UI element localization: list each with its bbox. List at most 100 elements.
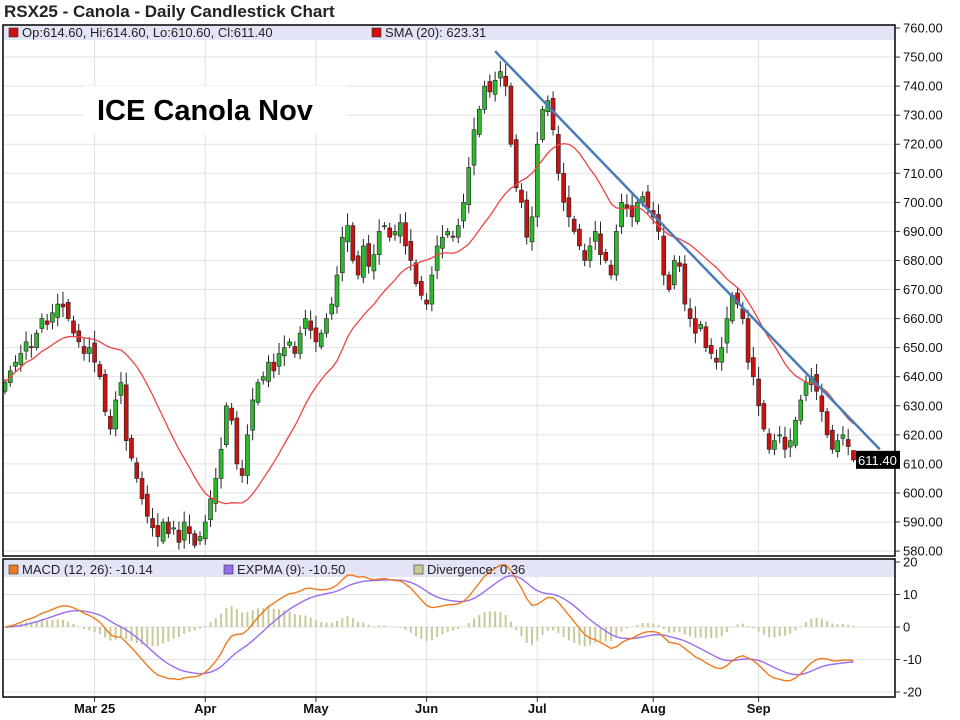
divergence-bar	[372, 626, 375, 627]
divergence-bar	[330, 622, 333, 627]
candle-down	[524, 199, 530, 238]
candle-down	[566, 197, 572, 218]
divergence-bar	[278, 609, 281, 627]
divergence-bar	[499, 612, 502, 627]
divergence-bar	[309, 617, 312, 627]
divergence-bar	[615, 627, 618, 637]
candle-up	[371, 254, 377, 272]
divergence-bar	[146, 627, 149, 646]
divergence-bar	[351, 618, 354, 627]
divergence-bar	[451, 627, 454, 631]
divergence-bar	[689, 627, 692, 637]
divergence-bar	[504, 614, 507, 627]
divergence-bar	[383, 625, 386, 627]
divergence-bar	[304, 615, 307, 627]
divergence-bar	[404, 627, 407, 631]
candle-down	[819, 395, 825, 412]
divergence-bar	[72, 624, 75, 627]
divergence-bar	[204, 625, 207, 627]
divergence-bar	[420, 627, 423, 640]
divergence-bar	[230, 606, 233, 627]
x-tick-label: Aug	[641, 701, 666, 716]
legend-band	[3, 25, 895, 40]
divergence-bar	[557, 627, 560, 634]
divergence-bar	[93, 627, 96, 633]
divergence-bar	[673, 627, 676, 633]
divergence-bar	[594, 627, 597, 643]
candle-down	[292, 346, 298, 354]
candle-up	[724, 318, 730, 344]
candle-up	[334, 274, 340, 307]
candle-up	[13, 361, 18, 367]
divergence-bar	[841, 624, 844, 627]
candle-up	[492, 80, 498, 95]
candle-down	[830, 429, 835, 450]
divergence-bar	[409, 627, 412, 633]
candle-up	[23, 341, 29, 352]
divergence-bar	[415, 627, 418, 637]
candle-down	[824, 411, 830, 436]
price-axis-label: 580.00	[903, 544, 943, 559]
candle-up	[777, 434, 782, 437]
candle-down	[624, 204, 630, 209]
price-axis-label: 610.00	[903, 456, 943, 471]
candle-up	[345, 225, 350, 243]
divergence-bar	[852, 625, 855, 627]
divergence-bar	[836, 624, 839, 627]
candle-up	[592, 231, 598, 242]
candle-down	[487, 81, 493, 93]
divergence-bar	[367, 624, 370, 627]
divergence-bar	[546, 627, 549, 631]
divergence-bar	[225, 608, 228, 627]
price-axis-label: 710.00	[903, 166, 943, 181]
divergence-bar	[177, 627, 180, 638]
candle-down	[102, 374, 108, 412]
candle-down	[65, 302, 71, 319]
divergence-bar	[393, 627, 396, 628]
price-axis-label: 630.00	[903, 398, 943, 413]
candle-down	[408, 241, 414, 261]
divergence-bar	[141, 627, 144, 645]
candle-up	[339, 236, 345, 273]
candle-down	[582, 250, 588, 261]
divergence-bar	[320, 622, 323, 627]
x-tick-label: Jun	[415, 701, 438, 716]
divergence-bar	[88, 627, 91, 631]
price-axis-label: 720.00	[903, 137, 943, 152]
divergence-bar	[783, 627, 786, 636]
candle-up	[440, 236, 445, 249]
candle-up	[255, 382, 261, 403]
divergence-bar	[162, 627, 165, 644]
candle-down	[629, 205, 635, 218]
candle-down	[708, 345, 714, 354]
divergence-bar	[246, 612, 249, 627]
price-axis-label: 600.00	[903, 485, 943, 500]
candle-down	[745, 318, 751, 363]
divergence-bar	[778, 627, 781, 637]
x-tick-label: May	[303, 701, 329, 716]
candle-down	[782, 436, 788, 450]
candle-down	[508, 85, 514, 145]
divergence-bar	[699, 627, 702, 638]
candle-up	[529, 216, 535, 243]
x-tick-label: Apr	[194, 701, 216, 716]
candle-down	[187, 526, 192, 534]
candle-down	[845, 439, 851, 447]
candle-up	[208, 498, 213, 520]
candle-up	[197, 536, 203, 541]
candle-up	[635, 202, 640, 222]
divergence-bar	[625, 627, 628, 629]
macd-axis-label: -20	[903, 685, 922, 700]
candle-up	[171, 527, 176, 530]
candle-down	[513, 139, 519, 189]
candle-up	[361, 245, 366, 278]
candle-up	[297, 332, 303, 354]
divergence-legend-swatch	[413, 564, 424, 575]
price-axis-label: 730.00	[903, 108, 943, 123]
candle-up	[113, 399, 118, 430]
divergence-bar	[741, 623, 744, 627]
divergence-bar	[488, 611, 491, 627]
candle-up	[160, 521, 166, 542]
candle-down	[129, 438, 134, 459]
candle-down	[60, 303, 66, 308]
